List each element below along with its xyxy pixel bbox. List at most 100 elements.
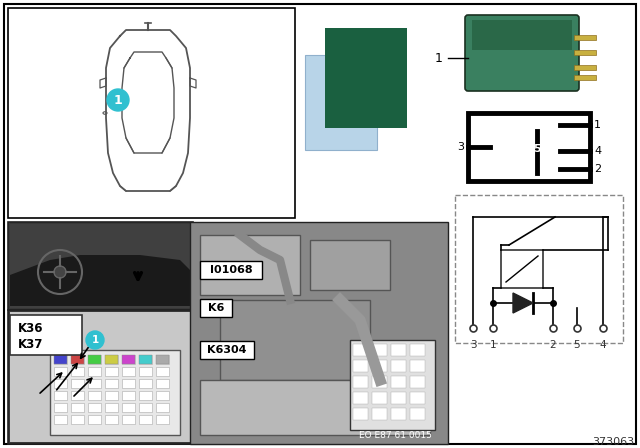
Text: I01068: I01068	[210, 265, 252, 275]
Circle shape	[107, 89, 129, 111]
Bar	[122, 367, 135, 376]
Bar	[372, 360, 387, 372]
Bar	[139, 367, 152, 376]
Bar	[200, 380, 430, 435]
Bar	[10, 312, 191, 442]
Circle shape	[54, 266, 66, 278]
FancyBboxPatch shape	[465, 15, 579, 91]
Bar	[190, 222, 448, 444]
Bar	[372, 408, 387, 420]
Bar	[122, 391, 135, 400]
Bar	[54, 391, 67, 400]
Text: 1: 1	[114, 94, 122, 107]
Text: 5: 5	[533, 144, 541, 154]
Text: 1: 1	[594, 120, 601, 130]
Bar	[122, 379, 135, 388]
Bar	[8, 310, 193, 444]
Bar	[472, 20, 572, 50]
Bar	[54, 403, 67, 412]
Bar	[410, 344, 425, 356]
Text: 2: 2	[594, 164, 601, 174]
Bar	[156, 355, 169, 364]
Text: K6304: K6304	[207, 345, 247, 355]
Bar	[88, 367, 101, 376]
Bar	[391, 360, 406, 372]
Bar	[156, 379, 169, 388]
Bar	[88, 403, 101, 412]
Bar	[156, 415, 169, 424]
Bar	[200, 299, 232, 317]
Bar	[105, 403, 118, 412]
Bar	[372, 392, 387, 404]
Text: 1: 1	[92, 335, 99, 345]
Bar	[88, 379, 101, 388]
Bar	[391, 392, 406, 404]
Bar	[71, 367, 84, 376]
Bar	[88, 355, 101, 364]
Bar	[391, 408, 406, 420]
Bar	[353, 376, 368, 388]
Bar	[88, 391, 101, 400]
Bar	[8, 8, 295, 218]
Bar	[353, 392, 368, 404]
Bar	[105, 415, 118, 424]
Bar	[350, 340, 435, 430]
Text: 4: 4	[600, 340, 606, 350]
Bar	[200, 261, 262, 279]
Bar	[156, 403, 169, 412]
Bar	[50, 350, 180, 435]
Bar	[391, 344, 406, 356]
Bar	[325, 28, 407, 128]
Bar	[574, 75, 596, 80]
Bar	[122, 415, 135, 424]
Bar	[8, 222, 448, 444]
Bar	[574, 50, 596, 55]
Bar	[54, 355, 67, 364]
Bar	[105, 355, 118, 364]
Bar	[10, 224, 191, 308]
Bar	[410, 408, 425, 420]
Bar	[122, 355, 135, 364]
Bar	[54, 367, 67, 376]
Text: K37: K37	[18, 339, 44, 352]
Bar	[71, 403, 84, 412]
Bar	[372, 344, 387, 356]
Text: 373063: 373063	[592, 437, 634, 447]
Bar	[156, 367, 169, 376]
Bar	[574, 35, 596, 40]
Text: EO E87 61 0015: EO E87 61 0015	[359, 431, 432, 440]
Text: 1: 1	[490, 340, 496, 350]
Bar	[310, 240, 390, 290]
Bar	[139, 415, 152, 424]
Text: 3: 3	[470, 340, 476, 350]
Text: 1: 1	[435, 52, 443, 65]
Text: 5: 5	[573, 340, 580, 350]
Bar	[574, 65, 596, 70]
Bar	[220, 300, 370, 380]
Bar	[391, 376, 406, 388]
Bar	[353, 344, 368, 356]
Bar	[410, 392, 425, 404]
Bar	[353, 408, 368, 420]
Bar	[105, 379, 118, 388]
Bar	[139, 355, 152, 364]
Bar	[10, 315, 82, 355]
Text: 2: 2	[550, 340, 556, 350]
Bar	[353, 360, 368, 372]
Bar	[468, 113, 590, 181]
Bar	[88, 355, 101, 364]
Bar	[305, 55, 377, 150]
Bar	[71, 355, 84, 364]
Bar	[122, 355, 135, 364]
Text: K36: K36	[18, 323, 44, 336]
Text: 3: 3	[457, 142, 464, 152]
Bar	[71, 391, 84, 400]
Bar	[200, 235, 300, 295]
Text: 4: 4	[594, 146, 601, 156]
Bar	[8, 222, 193, 310]
Bar	[71, 415, 84, 424]
Polygon shape	[513, 293, 533, 313]
Bar	[410, 360, 425, 372]
Bar	[54, 415, 67, 424]
Bar	[122, 403, 135, 412]
